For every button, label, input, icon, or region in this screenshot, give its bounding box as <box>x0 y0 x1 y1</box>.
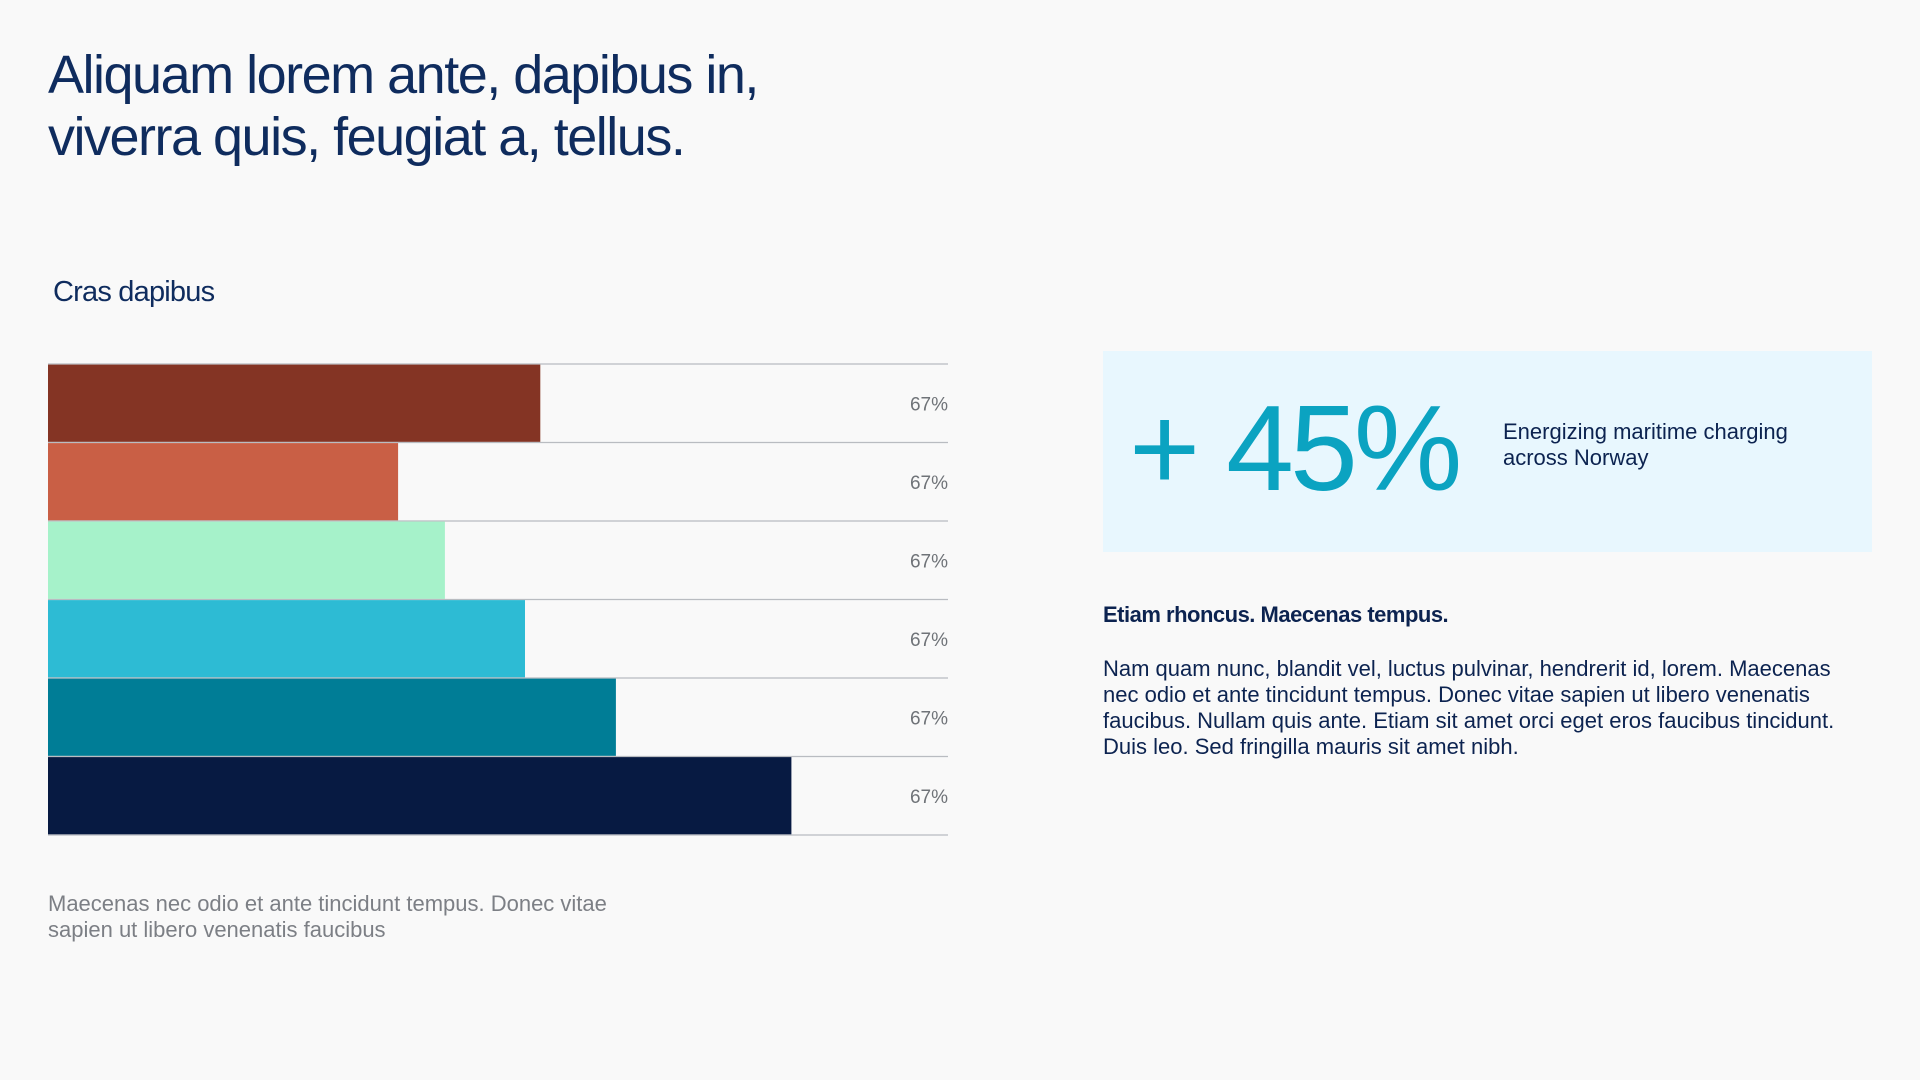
stat-value: + 45% <box>1129 380 1462 516</box>
bar <box>48 757 792 835</box>
stat-panel: + 45% Energizing maritime charging acros… <box>1103 351 1872 552</box>
bar <box>48 678 616 756</box>
chart-title: Cras dapibus <box>53 276 215 308</box>
body-paragraph: Nam quam nunc, blandit vel, luctus pulvi… <box>1103 656 1835 759</box>
bar-value-label: 67% <box>910 630 948 651</box>
bar <box>48 600 525 678</box>
bar <box>48 521 445 599</box>
bar <box>48 443 399 521</box>
section-subheading: Etiam rhoncus. Maecenas tempus. <box>1103 602 1449 627</box>
bar-value-label: 67% <box>910 473 948 494</box>
stat-label: Energizing maritime charging across Norw… <box>1503 419 1788 470</box>
bar-value-label: 67% <box>910 708 948 729</box>
bar-value-label: 67% <box>910 787 948 808</box>
bar-value-label: 67% <box>910 394 948 415</box>
bar-value-label: 67% <box>910 551 948 572</box>
bar-chart: 67% 67% 67% 67% 67% 67% <box>48 363 948 836</box>
bar <box>48 364 541 442</box>
page-headline: Aliquam lorem ante, dapibus in, viverra … <box>48 45 759 167</box>
chart-caption: Maecenas nec odio et ante tincidunt temp… <box>48 891 607 942</box>
